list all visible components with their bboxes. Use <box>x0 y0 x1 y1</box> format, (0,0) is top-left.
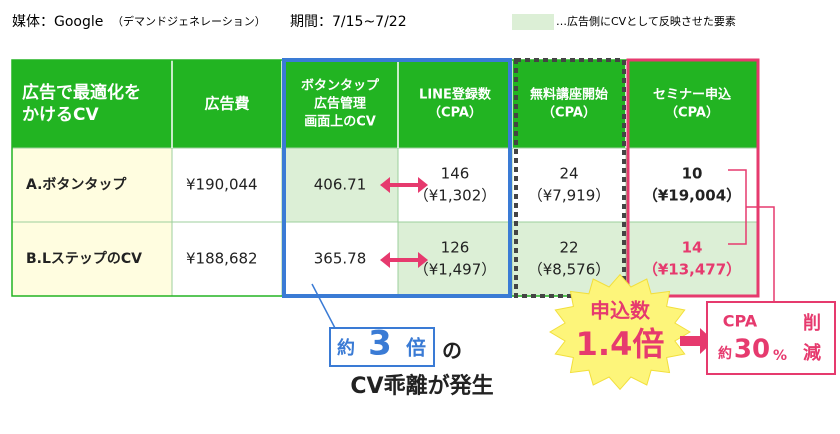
column-header: かけるCV <box>22 105 99 125</box>
cell-text: 14 <box>682 239 703 257</box>
column-header: 画面上のCV <box>304 115 376 130</box>
cpa-suffix: 削 <box>803 312 821 334</box>
cell-text: 22 <box>559 239 578 257</box>
media-note: （デマンドジェネレーション） <box>112 14 266 28</box>
gap-prefix: 約 <box>337 337 355 359</box>
table-cell <box>171 147 283 223</box>
arrow-head <box>380 177 428 193</box>
cell-text: （¥1,302） <box>414 187 497 205</box>
column-header: （CPA） <box>542 105 596 121</box>
table-cell <box>171 221 283 297</box>
arrow-shaft <box>680 336 702 346</box>
cpa-value: 30 <box>734 335 770 365</box>
media: 媒体：Google <box>12 14 103 30</box>
cell-text: （¥7,919） <box>528 187 611 205</box>
column-header: セミナー申込 <box>653 87 732 103</box>
cell-text: （¥1,497） <box>414 261 497 279</box>
cell-text: ¥190,044 <box>186 176 258 194</box>
cell-text: B.LステップのCV <box>26 251 142 267</box>
gap-text: CV乖離が発生 <box>350 373 493 399</box>
table-cell <box>11 221 173 297</box>
cell-text: A.ボタンタップ <box>26 177 127 193</box>
table-cell <box>281 147 399 223</box>
cell-text: （¥13,477） <box>643 261 741 279</box>
cpa-unit: % <box>773 348 787 364</box>
cell-text: 10 <box>682 165 703 183</box>
cell-text: 126 <box>441 239 470 257</box>
cell-text: ¥188,682 <box>186 250 258 268</box>
gap-particle: の <box>442 339 462 363</box>
column-header: 広告費 <box>204 95 249 113</box>
cell-text: 365.78 <box>314 250 367 268</box>
table-cell <box>11 147 173 223</box>
cell-text: 24 <box>559 165 578 183</box>
gap-unit: 倍 <box>406 336 426 360</box>
table-cell <box>511 147 627 223</box>
column-header: LINE登録数 <box>419 87 492 103</box>
column-header: 広告で最適化を <box>22 82 141 103</box>
cpa-box <box>706 301 836 375</box>
column-header: （CPA） <box>428 105 482 121</box>
burst-value: 1.4倍 <box>576 325 665 363</box>
dashed-box <box>514 58 626 298</box>
legend-text: …広告側にCVとして反映させた要素 <box>556 15 736 28</box>
burst-label: 申込数 <box>590 299 651 323</box>
cell-text: （¥19,004） <box>643 187 741 205</box>
column-header: 広告管理 <box>314 96 366 112</box>
cell-text: （¥8,576） <box>528 261 611 279</box>
table-cell <box>511 221 627 297</box>
cpa-suffix: 減 <box>803 342 821 364</box>
gap-box <box>329 327 435 367</box>
table-cell <box>625 147 759 223</box>
cell-text: 146 <box>441 165 470 183</box>
arrow-head <box>380 252 428 268</box>
legend-swatch <box>512 14 554 30</box>
column-header: 無料講座開始 <box>530 87 608 103</box>
pink-box <box>626 58 760 298</box>
column-header: ボタンタップ <box>301 78 380 94</box>
header-row <box>12 60 758 148</box>
column-header: （CPA） <box>665 105 719 121</box>
burst <box>549 273 691 391</box>
blue-box <box>282 58 512 298</box>
cpa-label: CPA <box>723 312 758 331</box>
cell-text: 406.71 <box>314 176 367 194</box>
pointer <box>311 283 337 331</box>
period: 期間：7/15~7/22 <box>290 14 407 30</box>
gap-value: 3 <box>368 324 392 364</box>
cpa-prefix: 約 <box>718 345 732 362</box>
